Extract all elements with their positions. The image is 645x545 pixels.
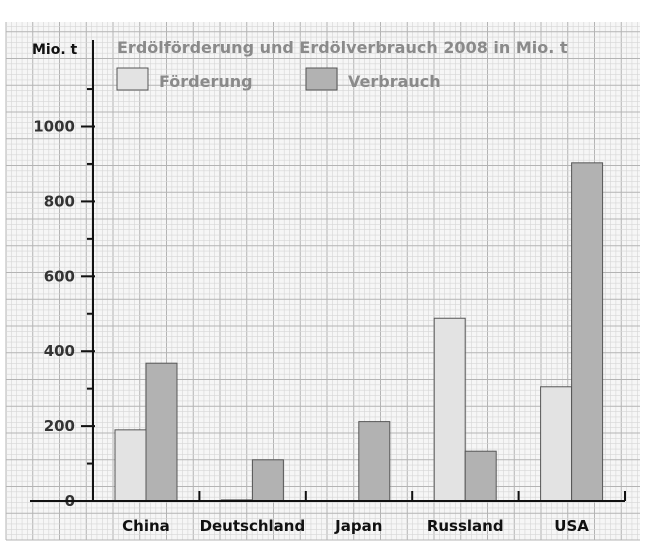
y-tick-label: 400 — [44, 342, 75, 360]
y-tick-label: 200 — [44, 417, 75, 435]
bar-förderung-usa — [540, 386, 573, 502]
y-tick-label: 600 — [44, 267, 75, 285]
legend-swatch-förderung — [116, 67, 149, 91]
x-tick-label: Japan — [334, 517, 382, 535]
y-axis-unit-label: Mio. t — [32, 42, 78, 58]
legend-label-förderung: Förderung — [159, 72, 253, 91]
bar-verbrauch-usa — [571, 162, 604, 502]
x-tick-label: Russland — [427, 517, 504, 535]
graph-paper-grid — [5, 22, 640, 541]
bar-verbrauch-russland — [464, 450, 497, 502]
x-axis-labels: China Deutschland Japan Russland USA — [122, 517, 589, 535]
x-tick-label: China — [122, 517, 170, 535]
bar-verbrauch-deutschland — [251, 459, 284, 502]
chart-title: Erdölförderung und Erdölverbrauch 2008 i… — [117, 38, 568, 57]
y-tick-label: 1000 — [33, 118, 75, 136]
y-tick-label: 800 — [44, 192, 75, 210]
bars — [114, 162, 604, 502]
legend: Förderung Verbrauch — [116, 67, 441, 91]
x-tick-label: USA — [554, 517, 589, 535]
bar-förderung-russland — [433, 317, 466, 502]
legend-label-verbrauch: Verbrauch — [348, 72, 441, 91]
legend-swatch-verbrauch — [305, 67, 338, 91]
bar-verbrauch-china — [145, 362, 178, 502]
bar-verbrauch-japan — [358, 421, 391, 502]
bar-förderung-china — [114, 429, 147, 502]
axes — [30, 40, 626, 502]
x-tick-label: Deutschland — [200, 517, 306, 535]
